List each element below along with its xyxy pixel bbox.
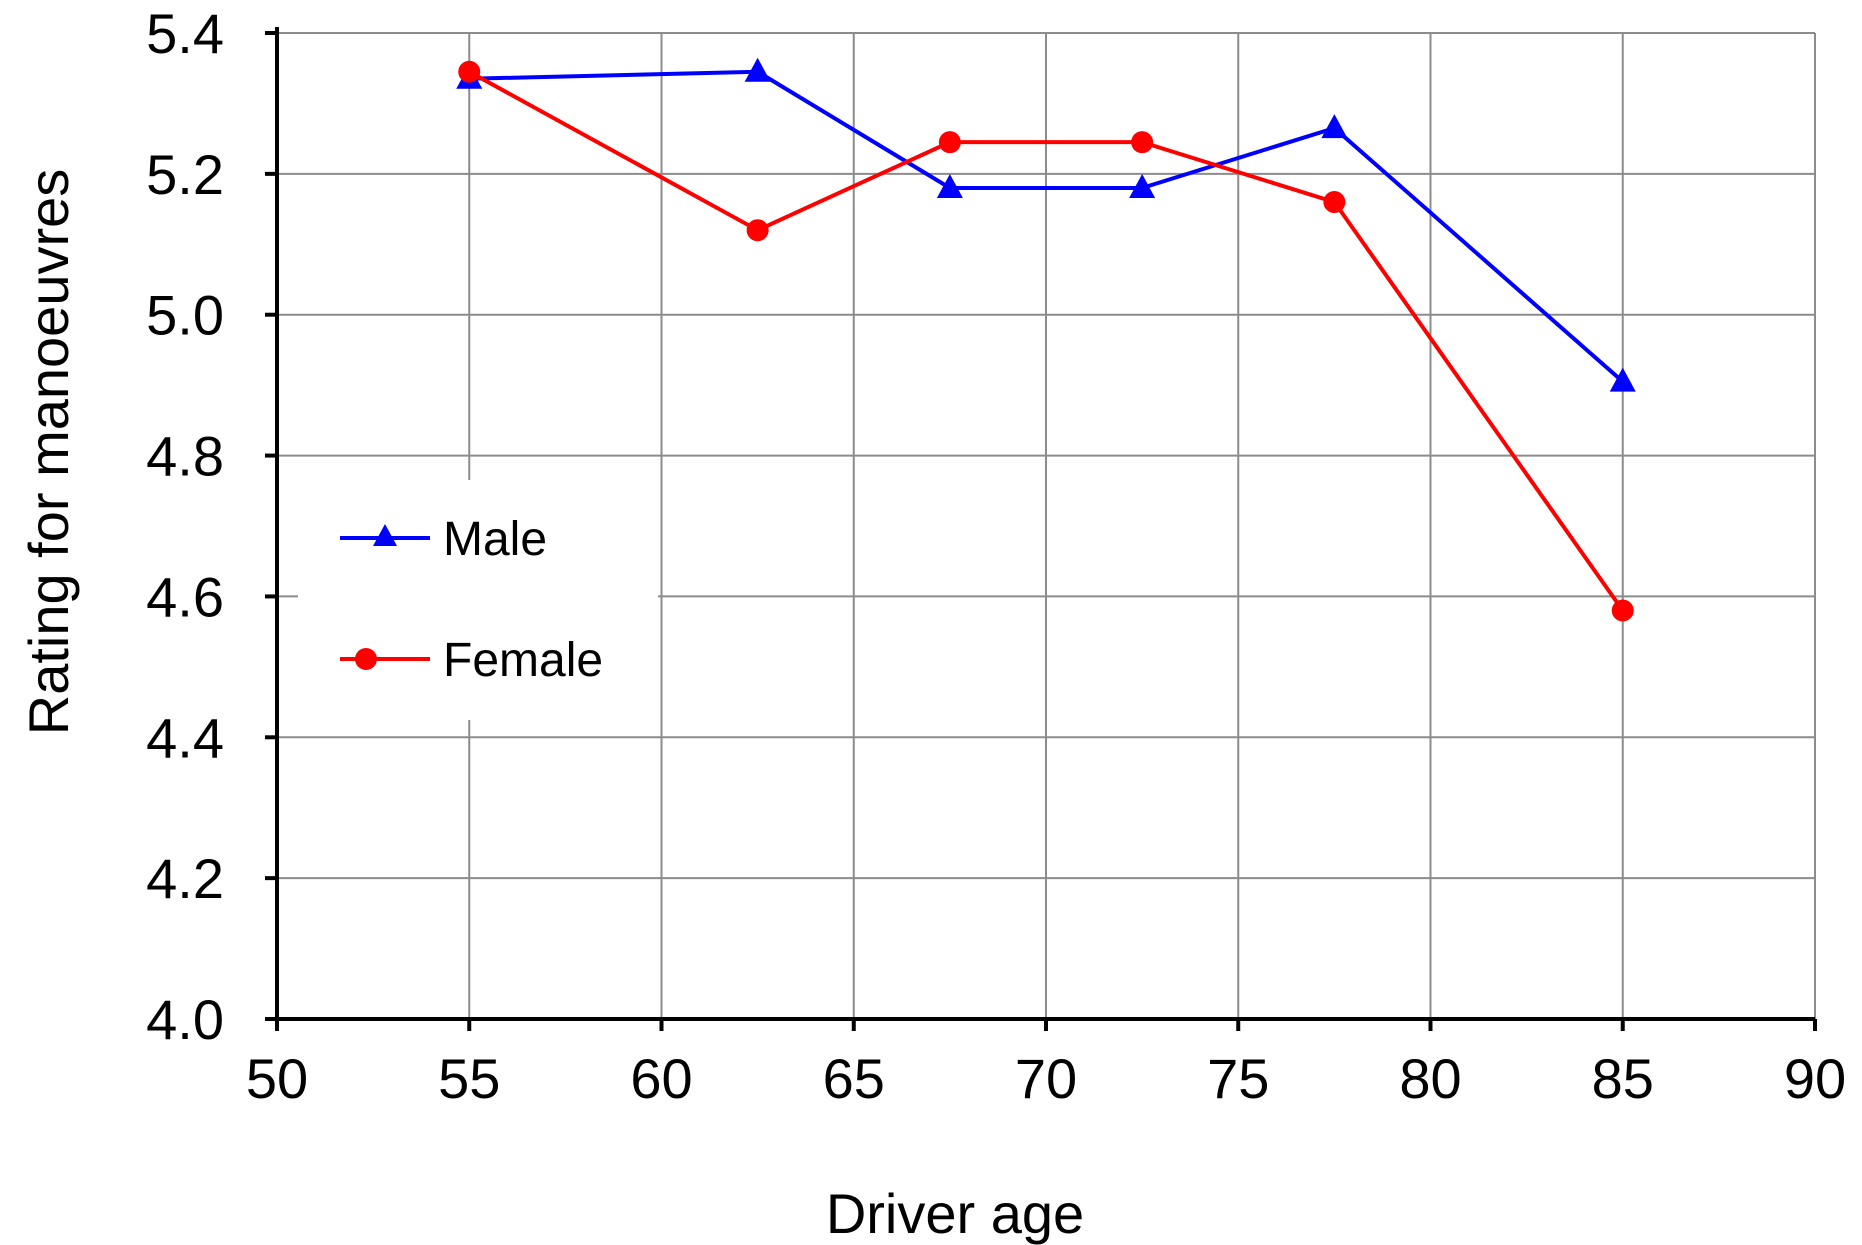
legend-female-label: Female xyxy=(443,634,603,687)
x-tick-label-85: 85 xyxy=(1592,1047,1654,1110)
x-tick-label-70: 70 xyxy=(1015,1047,1077,1110)
data-point-female-72.5 xyxy=(1131,131,1154,154)
legend-male-label: Male xyxy=(443,513,547,566)
data-point-male-67.5 xyxy=(936,173,963,198)
x-tick-label-75: 75 xyxy=(1207,1047,1269,1110)
legend-background xyxy=(298,480,658,720)
x-tick-label-65: 65 xyxy=(823,1047,885,1110)
series-line-male xyxy=(469,69,1625,384)
y-tick-label-5.2: 5.2 xyxy=(146,143,224,206)
data-point-female-85 xyxy=(1611,599,1634,622)
data-point-male-72.5 xyxy=(1129,173,1156,198)
data-point-female-55 xyxy=(458,60,481,83)
y-tick-label-4.2: 4.2 xyxy=(146,847,224,910)
y-tick-label-4.4: 4.4 xyxy=(146,706,224,769)
x-tick-label-60: 60 xyxy=(630,1047,692,1110)
data-point-male-77.5 xyxy=(1321,114,1348,139)
data-point-female-62.5 xyxy=(746,219,769,242)
data-point-male-85 xyxy=(1609,367,1636,392)
y-tick-label-4.0: 4.0 xyxy=(146,988,224,1051)
series-layer xyxy=(456,57,1636,622)
legend-female-circle-icon xyxy=(355,648,377,670)
y-axis-title: Rating for manoeuvres xyxy=(17,169,80,736)
x-tick-label-50: 50 xyxy=(246,1047,308,1110)
legend-item-female: Female xyxy=(340,634,603,687)
y-tick-label-5.0: 5.0 xyxy=(146,284,224,347)
legend: Male Female xyxy=(298,480,658,720)
data-point-female-77.5 xyxy=(1323,191,1346,214)
y-tick-label-4.8: 4.8 xyxy=(146,425,224,488)
x-axis-title: Driver age xyxy=(826,1182,1084,1245)
data-point-male-62.5 xyxy=(744,57,771,82)
y-tick-label-4.6: 4.6 xyxy=(146,565,224,628)
legend-item-male: Male xyxy=(340,513,547,566)
series-line-female xyxy=(468,69,1625,612)
axes: 50 55 60 65 70 75 80 85 90 4.0 4.2 4.4 4.6 4.8 5.0 5.2 5… xyxy=(146,2,1846,1110)
y-tick-label-5.4: 5.4 xyxy=(146,2,224,65)
legend-male-triangle-icon xyxy=(373,524,397,546)
x-tick-label-90: 90 xyxy=(1784,1047,1846,1110)
x-tick-label-55: 55 xyxy=(438,1047,500,1110)
data-point-female-67.5 xyxy=(938,131,961,154)
x-tick-label-80: 80 xyxy=(1399,1047,1461,1110)
